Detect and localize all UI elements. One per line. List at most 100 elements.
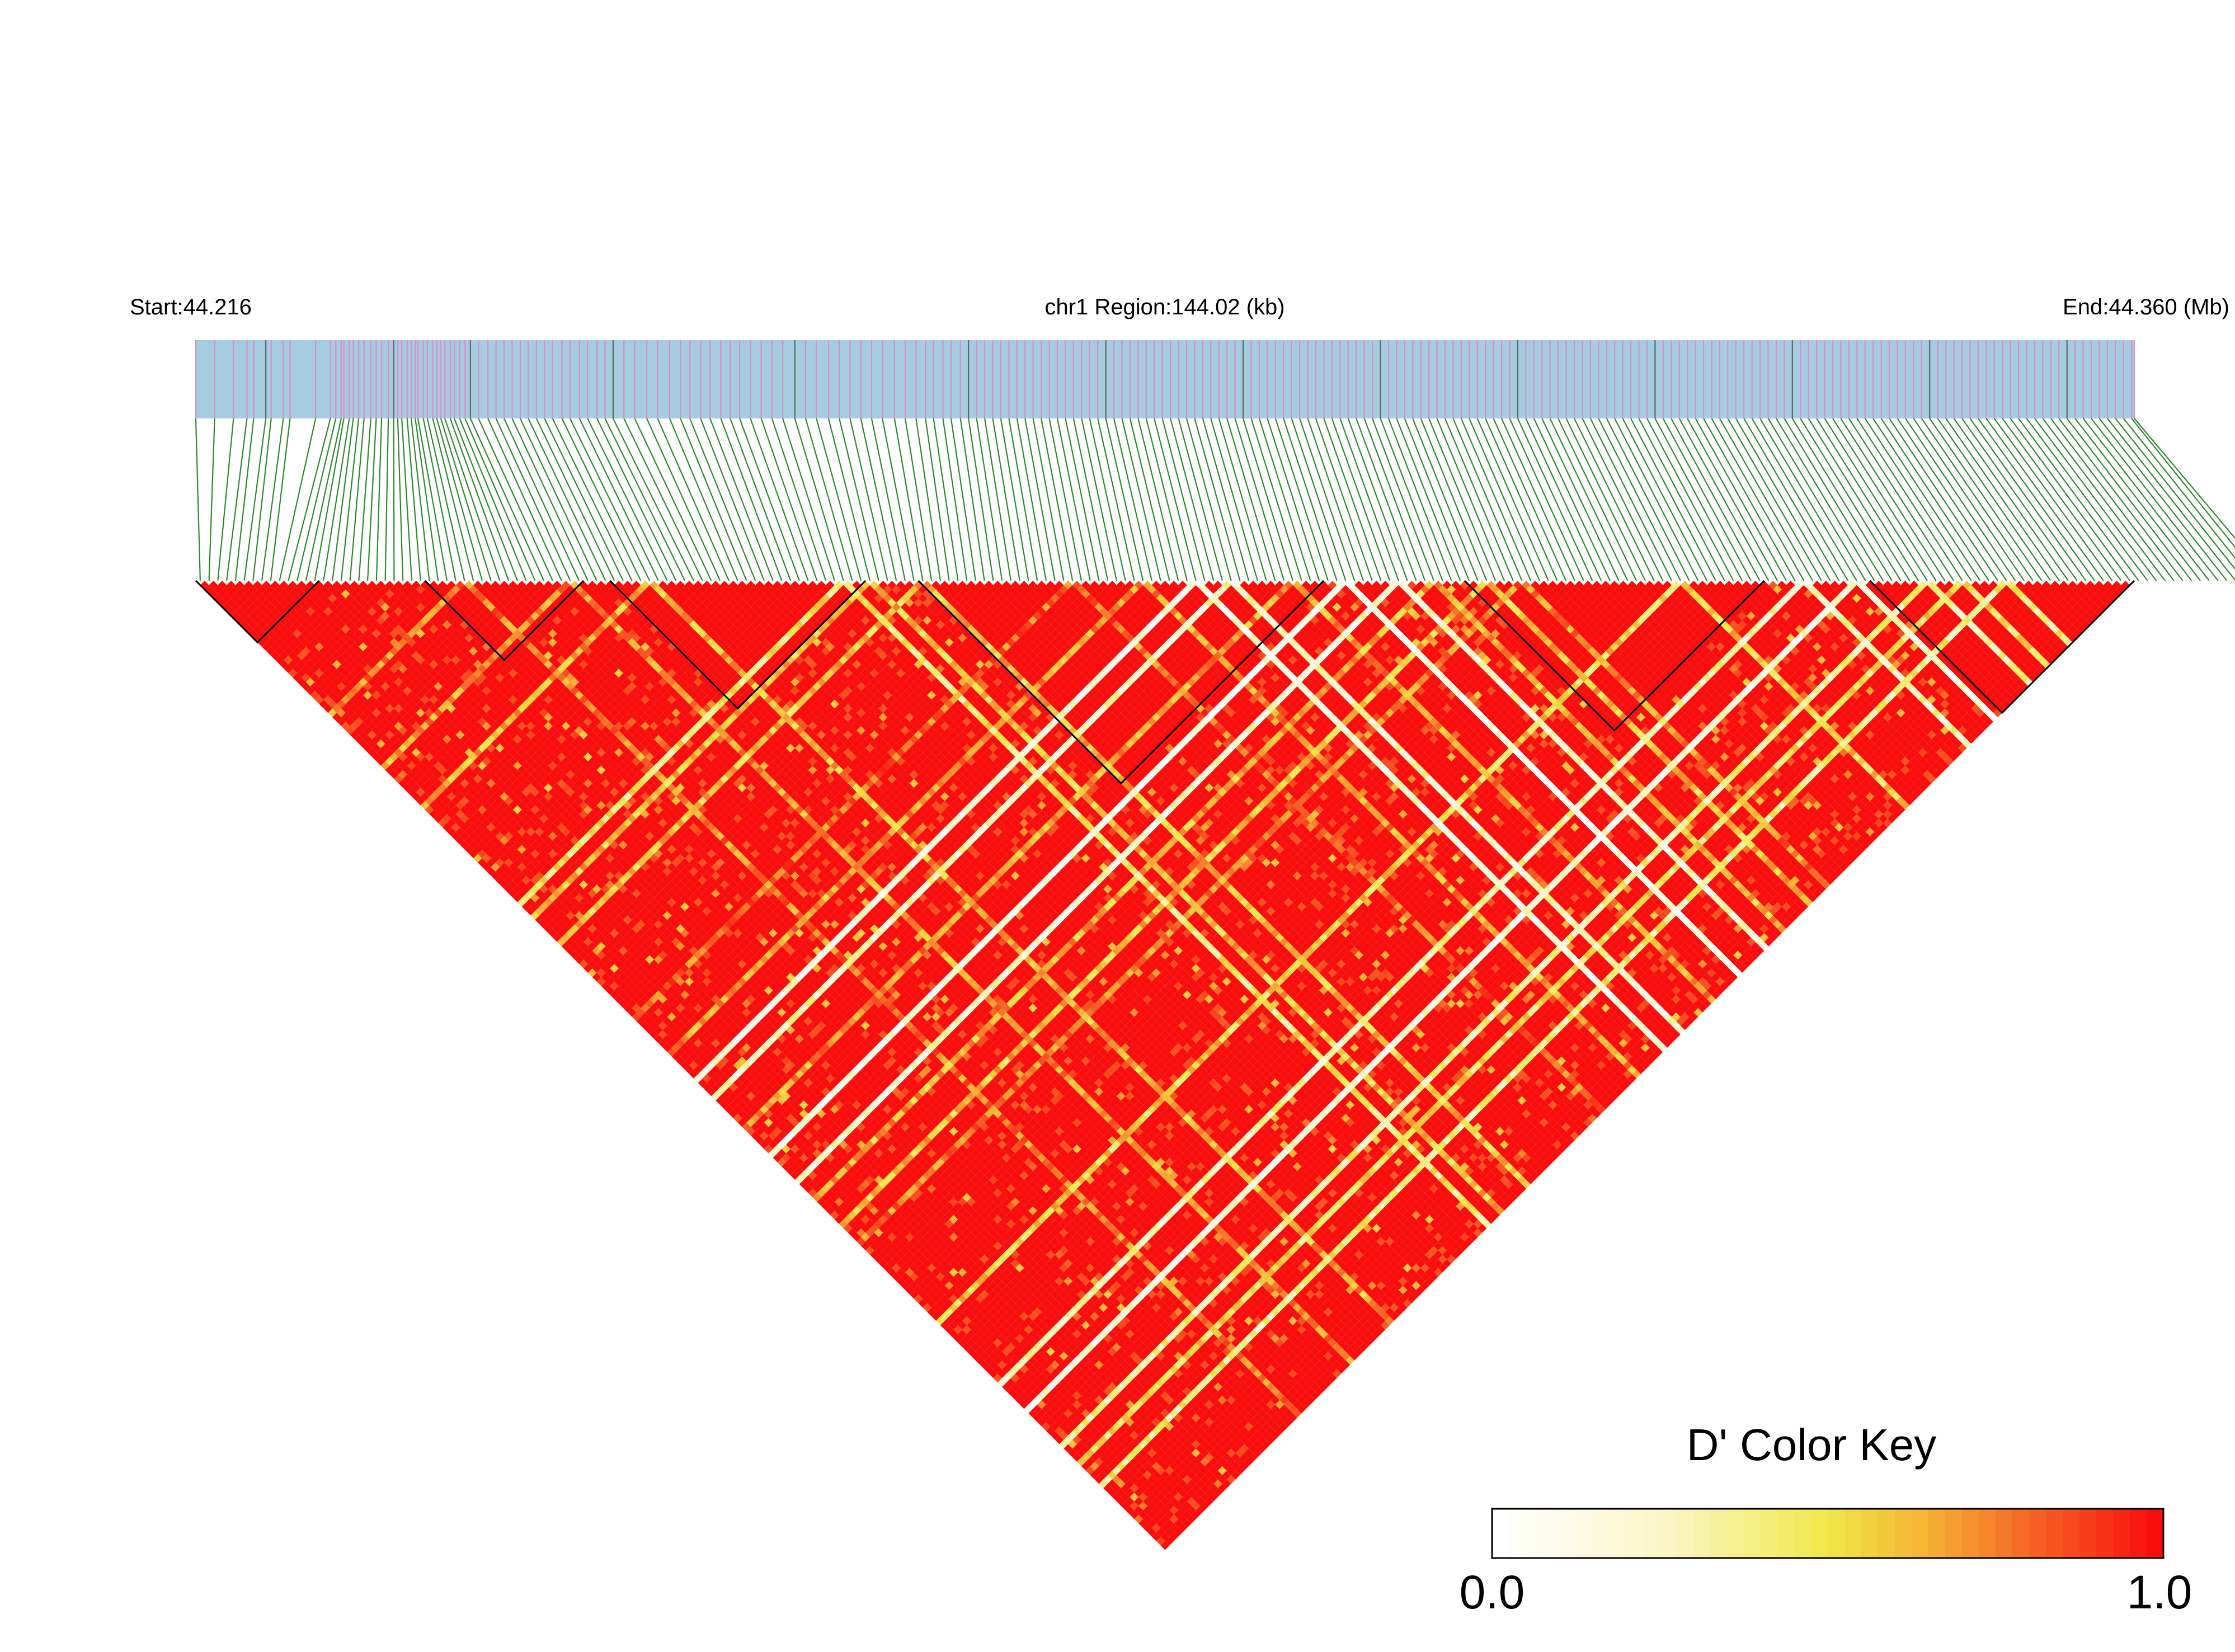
snp-connector [1897, 418, 2007, 581]
snp-connector [1678, 418, 1770, 581]
snp-connector [1598, 418, 1681, 581]
snp-connector [410, 418, 430, 581]
snp-connector [1234, 418, 1285, 581]
snp-connector [739, 418, 800, 581]
snp-connector [1137, 418, 1179, 581]
snp-connector [1695, 418, 1787, 581]
snp-connector [1977, 418, 2096, 581]
snp-connector [1387, 418, 1452, 581]
snp-connector [569, 418, 651, 581]
snp-connector [871, 418, 906, 581]
snp-connector [1751, 418, 1849, 581]
snp-connector [1412, 418, 1479, 581]
snp-connector [1154, 418, 1197, 581]
snp-connector [1460, 418, 1532, 581]
snp-connector [1961, 418, 2078, 581]
snp-connector [782, 418, 835, 581]
snp-connector [1501, 418, 1575, 581]
snp-connector [1662, 418, 1752, 581]
snp-position-ticks [195, 340, 2135, 418]
snp-connector [2010, 418, 2131, 581]
snp-connector [1210, 418, 1258, 581]
snp-connector [367, 418, 377, 581]
snp-connector [1646, 418, 1734, 581]
snp-connector [2050, 418, 2175, 581]
snp-connector [1921, 418, 2034, 581]
snp-connector [358, 418, 371, 581]
snp-connector [2026, 418, 2148, 581]
snp-connector [1848, 418, 1955, 581]
snp-connector [984, 418, 1011, 581]
snp-connector [1937, 418, 2052, 581]
snp-connector [1533, 418, 1611, 581]
snp-connector [1735, 418, 1831, 581]
snp-connector [1323, 418, 1382, 581]
snp-connector [1396, 418, 1461, 581]
snp-connector [504, 418, 580, 581]
snp-connector [1945, 418, 2060, 581]
snp-connector [646, 418, 721, 581]
snp-connector [720, 418, 783, 581]
snp-connector [1703, 418, 1796, 581]
snp-connector [1185, 418, 1232, 581]
snp-connector [495, 418, 571, 581]
snp-connector [1363, 418, 1426, 581]
snp-connector [2082, 418, 2210, 581]
snp-connector [700, 418, 765, 581]
snp-connector [925, 418, 950, 581]
snp-connector [1356, 418, 1417, 581]
snp-connector [612, 418, 694, 581]
snp-connector [226, 418, 248, 581]
snp-connector [459, 418, 527, 581]
snp-connector [1913, 418, 2025, 581]
snp-connector [1985, 418, 2104, 581]
snp-connector [1436, 418, 1505, 581]
snp-connector [839, 418, 879, 581]
snp-connector [449, 418, 510, 581]
snp-connector [730, 418, 792, 581]
snp-connector [860, 418, 897, 581]
snp-connector [288, 418, 331, 581]
snp-connector [760, 418, 818, 581]
snp-connector [1800, 418, 1902, 581]
snp-connector [2074, 418, 2201, 581]
snp-connector [1145, 418, 1188, 581]
snp-connector [771, 418, 827, 581]
snp-connector [2034, 418, 2157, 581]
snp-connector [415, 418, 439, 581]
snp-connector [432, 418, 474, 581]
snp-connector [1024, 418, 1056, 581]
snp-connector [487, 418, 562, 581]
snp-connector [2066, 418, 2192, 581]
snp-connector [1274, 418, 1329, 581]
snp-connector [933, 418, 959, 581]
snp-connector [1380, 418, 1443, 581]
snp-connector [1687, 418, 1778, 581]
snp-connector [1072, 418, 1109, 581]
snp-connector [561, 418, 642, 581]
snp-connector [252, 418, 272, 581]
snp-connector [1331, 418, 1391, 581]
region-start-label: Start:44.216 [130, 295, 252, 319]
snp-connector [401, 418, 412, 581]
snp-connector [992, 418, 1020, 581]
snp-connector [1743, 418, 1840, 581]
snp-connector [1065, 418, 1100, 581]
snp-connector [587, 418, 668, 581]
snp-connector [689, 418, 756, 581]
snp-connector [234, 418, 255, 581]
snp-connector [1889, 418, 1998, 581]
snp-connector [578, 418, 659, 581]
snp-connector [1226, 418, 1276, 581]
snp-connector [1243, 418, 1293, 581]
snp-connector [243, 418, 267, 581]
snp-connector [849, 418, 888, 581]
snp-connector [1267, 418, 1320, 581]
snp-connector [816, 418, 862, 581]
snp-connector [657, 418, 730, 581]
snp-connector-lines [195, 418, 2235, 581]
snp-connector [208, 418, 215, 581]
snp-connector [1493, 418, 1567, 581]
snp-connector [1816, 418, 1919, 581]
snp-connector [893, 418, 924, 581]
